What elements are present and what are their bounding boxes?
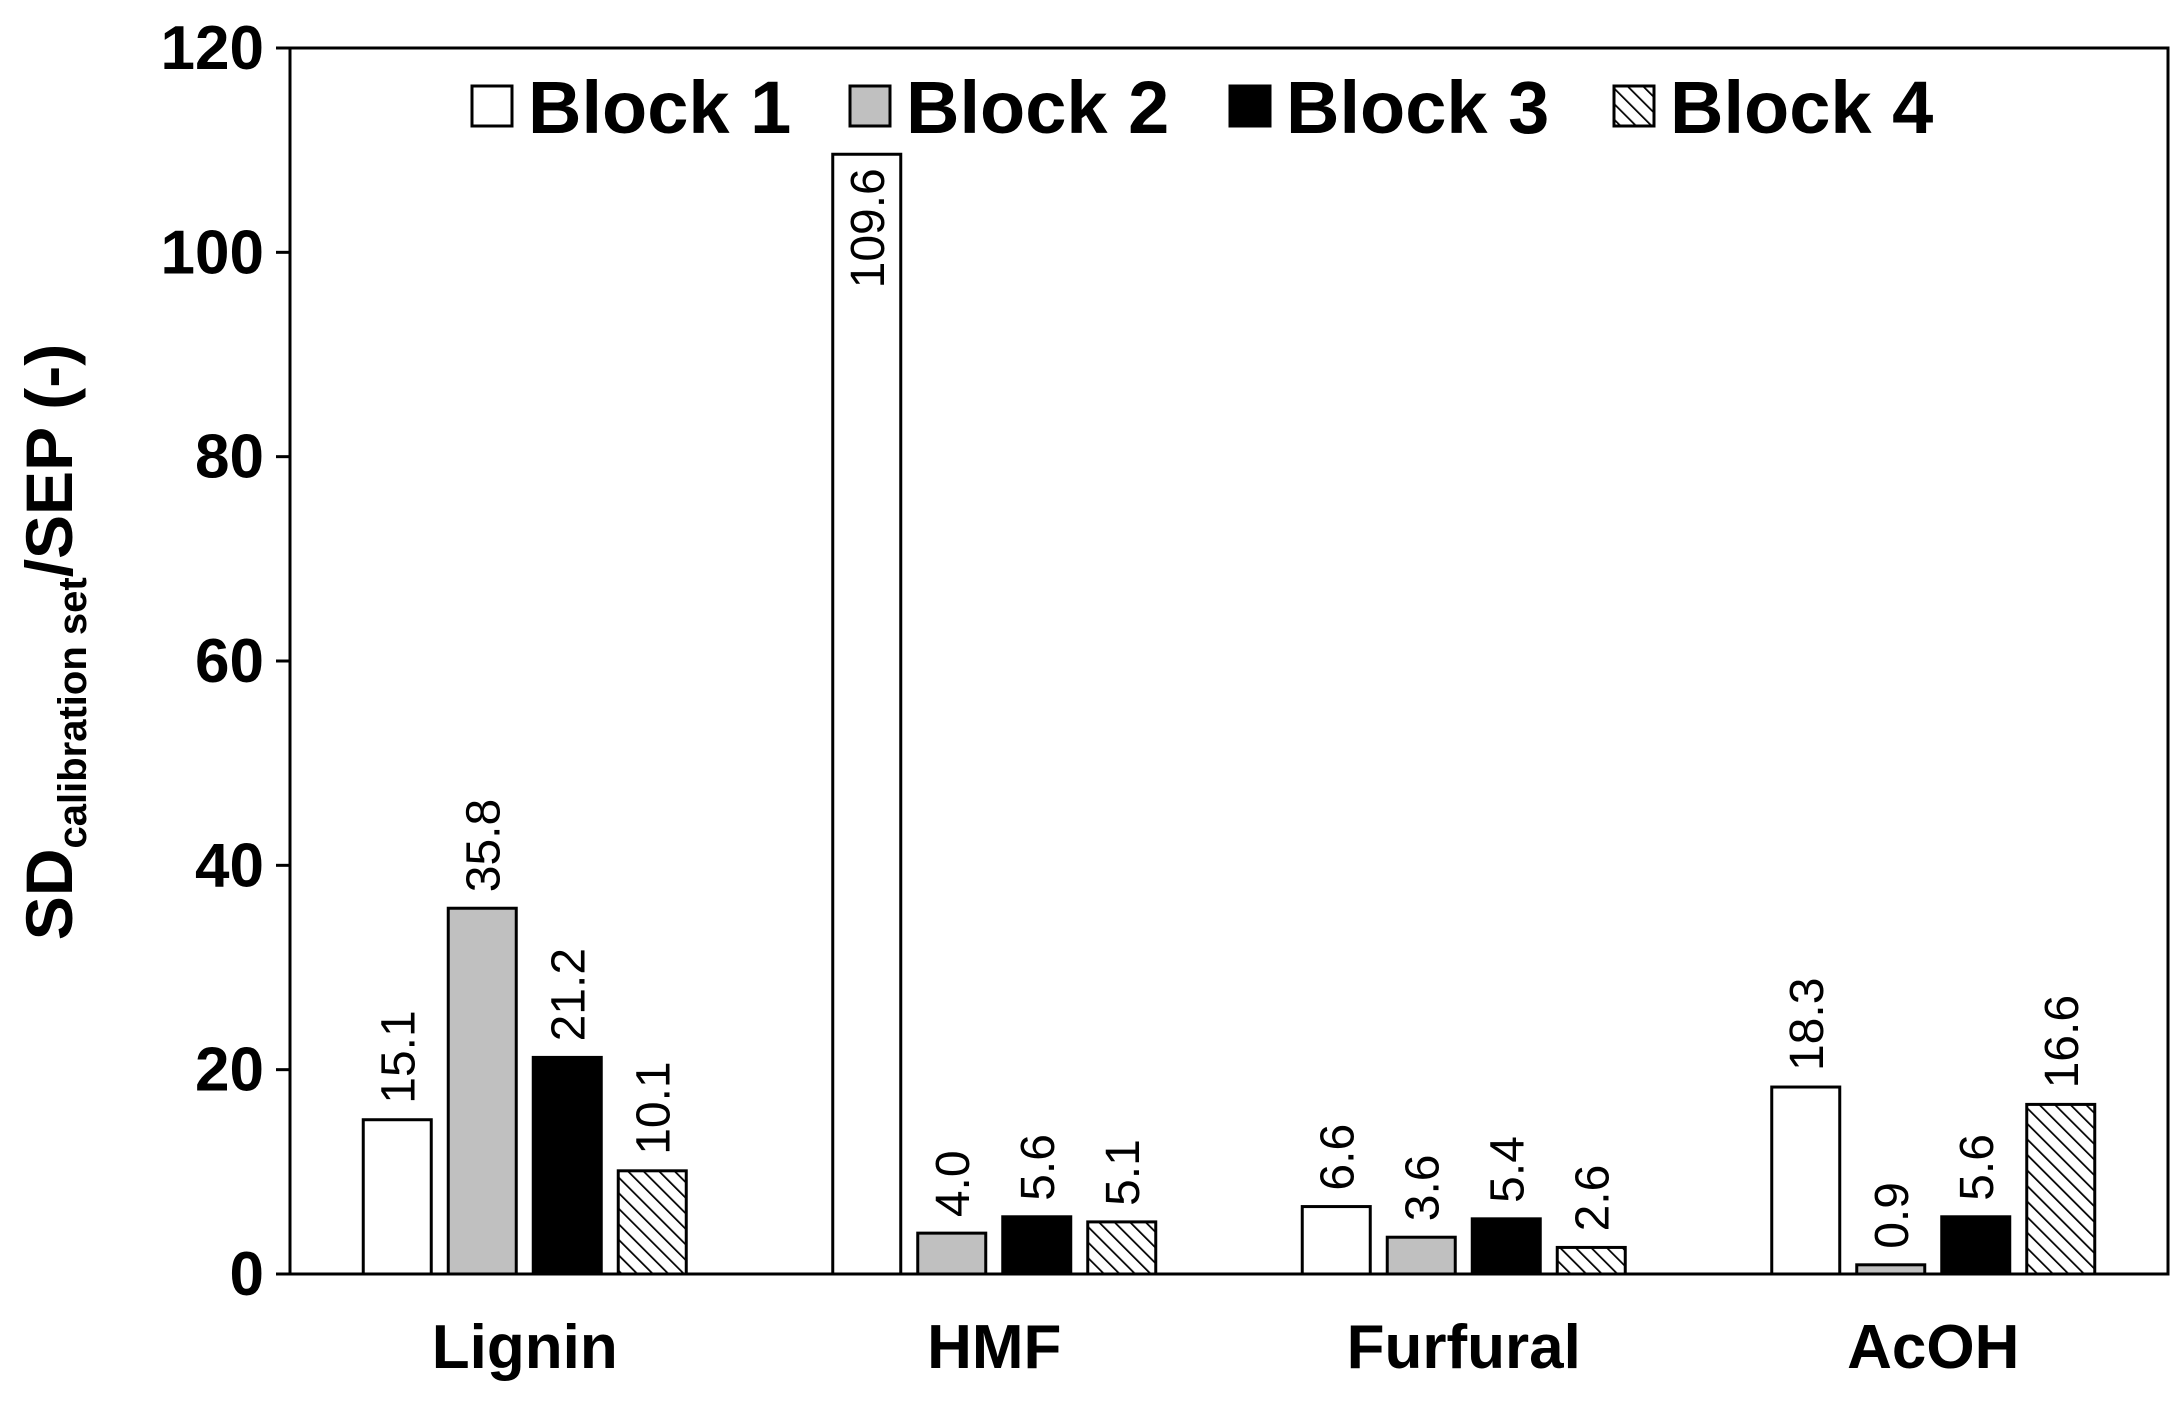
bar-hmf-block-1 [831, 152, 903, 1276]
data-label-lignin-block-1: 15.1 [372, 1010, 425, 1103]
legend-label: Block 1 [528, 66, 791, 149]
bar-acoh-block-4 [2025, 1102, 2097, 1276]
data-label-acoh-block-3: 5.6 [1951, 1134, 2004, 1201]
data-label-furfural-block-4: 2.6 [1566, 1165, 1619, 1232]
legend: Block 1 Block 2 Block 3 Block 4 [470, 66, 1933, 149]
bar-lignin-block-1 [361, 1118, 433, 1276]
data-label-lignin-block-3: 21.2 [542, 948, 595, 1041]
data-label-hmf-block-1: 109.6 [842, 168, 895, 288]
y-axis-ticks: 0 20 40 60 80 100 120 [161, 14, 290, 1309]
category-label-hmf: HMF [927, 1313, 1061, 1382]
y-tick-label: 40 [195, 831, 264, 900]
bar-hmf-block-2 [916, 1231, 988, 1276]
category-labels: Lignin HMF Furfural AcOH [432, 1313, 2020, 1382]
legend-swatch [470, 84, 514, 128]
bar-furfural-block-4 [1555, 1245, 1627, 1276]
plot-area-frame [288, 46, 2170, 1276]
bar-furfural-block-2 [1385, 1235, 1457, 1276]
legend-item-block-1: Block 1 [470, 66, 791, 149]
category-label-furfural: Furfural [1347, 1313, 1581, 1382]
y-tick-label: 100 [161, 218, 264, 287]
y-tick-label: 80 [195, 423, 264, 492]
legend-swatch [848, 84, 892, 128]
y-tick-label: 0 [230, 1240, 264, 1309]
bar-lignin-block-3 [531, 1055, 603, 1276]
y-tick-label: 20 [195, 1036, 264, 1105]
legend-item-block-4: Block 4 [1612, 66, 1933, 149]
bar-acoh-block-1 [1770, 1085, 1842, 1276]
bar-furfural-block-3 [1470, 1217, 1542, 1276]
y-axis-title-subscript: calibration set [51, 577, 95, 848]
y-tick-label: 120 [161, 14, 264, 83]
data-label-hmf-block-2: 4.0 [927, 1150, 980, 1217]
bars [361, 152, 2097, 1276]
y-axis-title-suffix: /SEP (-) [12, 344, 86, 577]
data-label-furfural-block-2: 3.6 [1396, 1154, 1449, 1221]
data-label-lignin-block-2: 35.8 [457, 799, 510, 892]
category-label-acoh: AcOH [1847, 1313, 2019, 1382]
legend-label: Block 2 [906, 66, 1169, 149]
bar-lignin-block-4 [616, 1169, 688, 1276]
data-label-furfural-block-1: 6.6 [1311, 1124, 1364, 1191]
legend-label: Block 4 [1670, 66, 1933, 149]
data-label-acoh-block-2: 0.9 [1866, 1182, 1919, 1249]
data-label-acoh-block-1: 18.3 [1781, 978, 1834, 1071]
legend-item-block-2: Block 2 [848, 66, 1169, 149]
data-label-acoh-block-4: 16.6 [2036, 995, 2089, 1088]
legend-swatch [1228, 84, 1272, 128]
bar-hmf-block-3 [1001, 1215, 1073, 1276]
y-axis-title: SDcalibration set/SEP (-) [12, 344, 95, 940]
data-label-furfural-block-3: 5.4 [1481, 1136, 1534, 1203]
data-label-hmf-block-4: 5.1 [1097, 1139, 1150, 1206]
data-label-lignin-block-4: 10.1 [627, 1061, 680, 1154]
legend-label: Block 3 [1286, 66, 1549, 149]
bar-lignin-block-2 [446, 906, 518, 1276]
legend-swatch [1612, 84, 1656, 128]
y-tick-label: 60 [195, 627, 264, 696]
legend-item-block-3: Block 3 [1228, 66, 1549, 149]
category-label-lignin: Lignin [432, 1313, 618, 1382]
bar-furfural-block-1 [1300, 1205, 1372, 1276]
value-labels: 15.1 35.8 21.2 10.1 109.6 4.0 5.6 5.1 6.6 3.6 5.4 2… [372, 168, 2089, 1249]
bar-hmf-block-4 [1086, 1220, 1158, 1276]
svg-text:SDcalibration set/SEP (-): SDcalibration set/SEP (-) [12, 344, 95, 940]
bar-acoh-block-3 [1940, 1215, 2012, 1276]
data-label-hmf-block-3: 5.6 [1012, 1134, 1065, 1201]
y-axis-title-main: SD [12, 849, 86, 941]
